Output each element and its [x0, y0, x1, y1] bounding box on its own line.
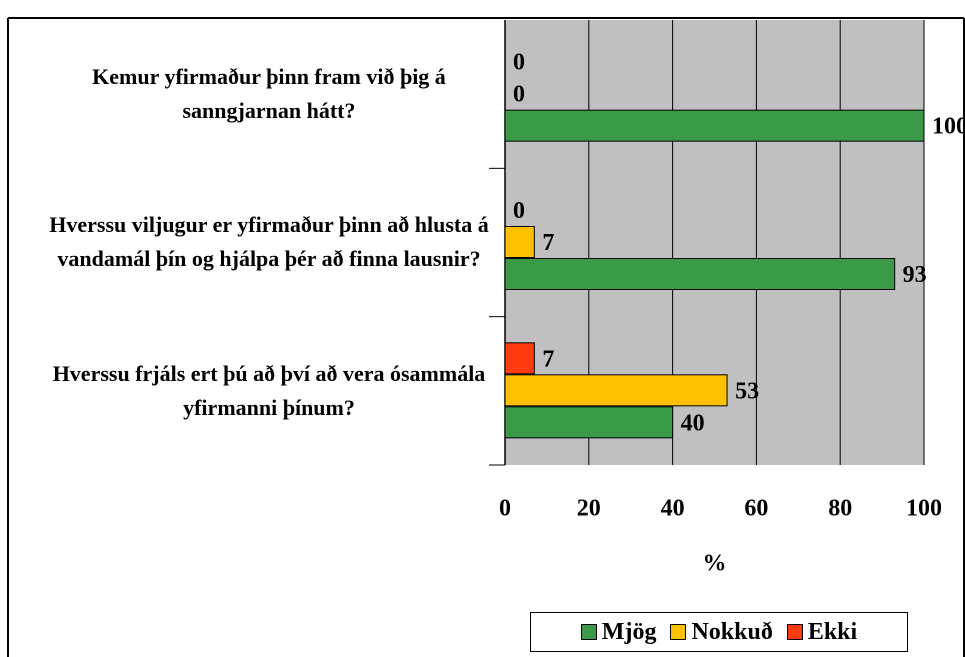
category-label: Hverssu viljugur er yfirmaður þinn að hl… [49, 212, 489, 272]
legend-item: Ekki [786, 618, 858, 646]
bar [504, 258, 896, 290]
value-label: 53 [735, 378, 759, 404]
value-label: 100 [932, 114, 965, 140]
value-label: 7 [542, 346, 554, 372]
bar [504, 374, 728, 407]
bar [504, 406, 674, 439]
legend-item: Nokkuð [670, 618, 773, 646]
legend-label: Ekki [807, 618, 858, 645]
bar [504, 109, 925, 142]
legend-swatch [580, 624, 597, 640]
x-axis-label: % [703, 551, 727, 577]
x-tick-label: 80 [828, 496, 852, 522]
x-tick-label: 20 [577, 496, 601, 522]
value-label: 0 [513, 198, 525, 224]
bar [504, 226, 535, 258]
value-label: 93 [903, 262, 927, 288]
legend-swatch [670, 624, 687, 640]
value-label: 0 [513, 82, 525, 108]
legend: Mjög Nokkuð Ekki [530, 612, 908, 652]
x-tick-label: 40 [661, 496, 685, 522]
value-label: 0 [513, 50, 525, 76]
category-label: Hverssu frjáls ert þú að því að vera ósa… [52, 360, 486, 420]
x-tick-label: 100 [906, 496, 942, 522]
category-label: Kemur yfirmaður þinn fram við þig á sann… [92, 64, 446, 124]
legend-label: Nokkuð [691, 618, 773, 645]
legend-swatch [786, 624, 803, 640]
legend-label: Mjög [601, 618, 657, 645]
value-label: 40 [681, 410, 705, 436]
x-tick-label: 0 [499, 496, 511, 522]
value-label: 7 [542, 230, 554, 256]
bar [504, 342, 535, 375]
legend-item: Mjög [580, 618, 657, 646]
x-tick-label: 60 [744, 496, 768, 522]
